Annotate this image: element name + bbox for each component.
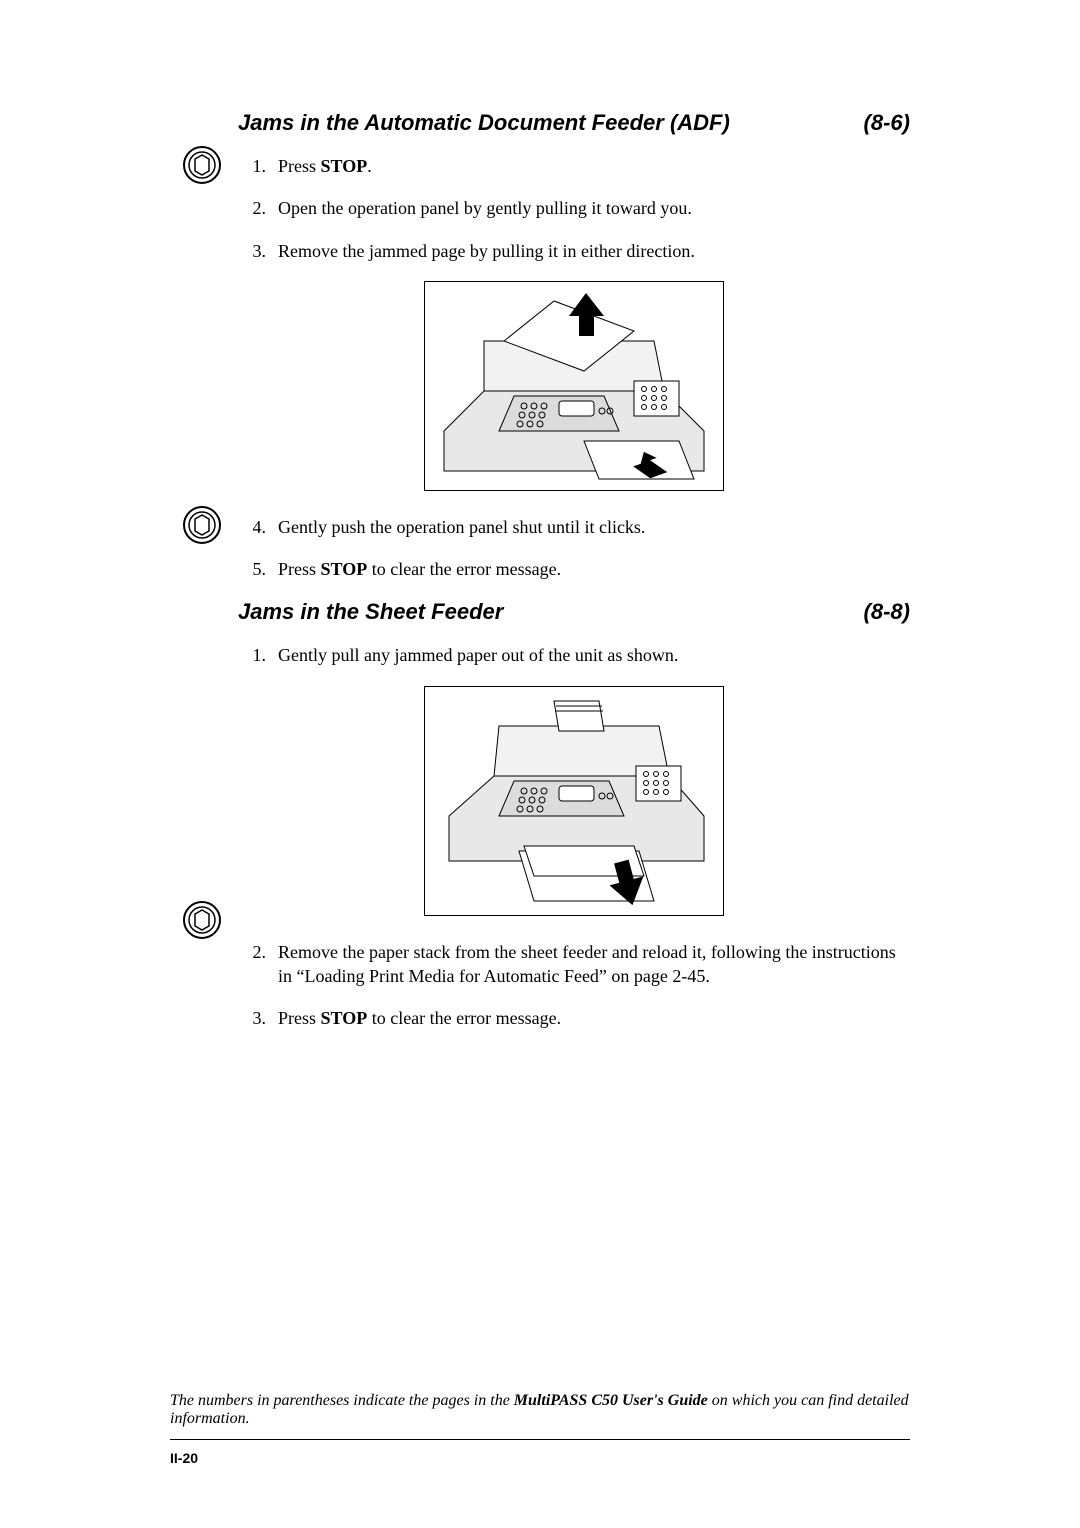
list-item: 5. Press STOP to clear the error message… — [238, 557, 910, 581]
heading-ref: (8-6) — [864, 110, 910, 136]
heading-ref: (8-8) — [864, 599, 910, 625]
figure-sheet-jam — [238, 686, 910, 916]
list-text: Press STOP to clear the error message. — [278, 557, 910, 581]
list-item: 2. Remove the paper stack from the sheet… — [238, 940, 910, 989]
list-item: 4. Gently push the operation panel shut … — [238, 515, 910, 539]
list-num: 1. — [238, 643, 278, 667]
list-text: Open the operation panel by gently pulli… — [278, 196, 910, 220]
heading-title: Jams in the Sheet Feeder — [238, 599, 503, 625]
page-number: II-20 — [170, 1450, 198, 1466]
list-text: Remove the jammed page by pulling it in … — [278, 239, 910, 263]
section2-list: 1. Gently pull any jammed paper out of t… — [238, 643, 910, 667]
section-heading-sheet: Jams in the Sheet Feeder (8-8) — [238, 599, 910, 625]
list-num: 3. — [238, 1006, 278, 1030]
list-num: 2. — [238, 940, 278, 989]
figure-adf-jam — [238, 281, 910, 491]
section1-list-cont: 4. Gently push the operation panel shut … — [238, 515, 910, 582]
list-item: 2. Open the operation panel by gently pu… — [238, 196, 910, 220]
list-num: 2. — [238, 196, 278, 220]
list-text: Remove the paper stack from the sheet fe… — [278, 940, 910, 989]
stop-icon — [182, 505, 222, 545]
footer-rule — [170, 1439, 910, 1440]
heading-title: Jams in the Automatic Document Feeder (A… — [238, 110, 730, 136]
list-num: 1. — [238, 154, 278, 178]
section2-list-cont: 2. Remove the paper stack from the sheet… — [238, 940, 910, 1031]
stop-icon — [182, 145, 222, 185]
manual-page: Jams in the Automatic Document Feeder (A… — [0, 0, 1080, 1528]
list-text: Press STOP to clear the error message. — [278, 1006, 910, 1030]
list-item: 1. Gently pull any jammed paper out of t… — [238, 643, 910, 667]
list-text: Press STOP. — [278, 154, 910, 178]
stop-icon — [182, 900, 222, 940]
section-heading-adf: Jams in the Automatic Document Feeder (A… — [238, 110, 910, 136]
list-num: 5. — [238, 557, 278, 581]
section1-list: 1. Press STOP. 2. Open the operation pan… — [238, 154, 910, 263]
list-num: 3. — [238, 239, 278, 263]
list-text: Gently push the operation panel shut unt… — [278, 515, 910, 539]
list-text: Gently pull any jammed paper out of the … — [278, 643, 910, 667]
footnote: The numbers in parentheses indicate the … — [170, 1392, 910, 1428]
list-item: 3. Remove the jammed page by pulling it … — [238, 239, 910, 263]
list-item: 3. Press STOP to clear the error message… — [238, 1006, 910, 1030]
list-item: 1. Press STOP. — [238, 154, 910, 178]
list-num: 4. — [238, 515, 278, 539]
